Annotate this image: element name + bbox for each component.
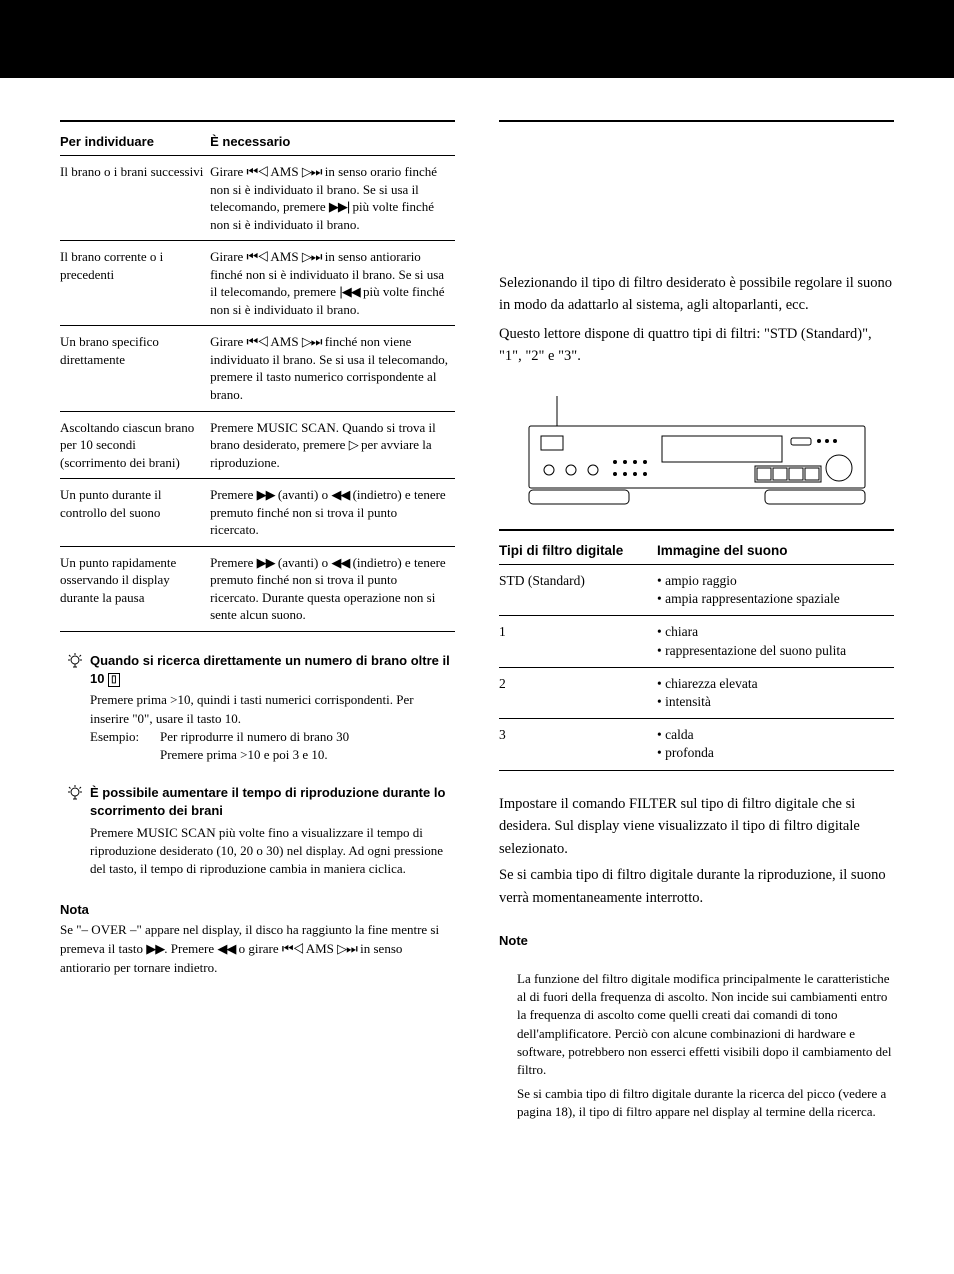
tip-title: È possibile aumentare il tempo di riprod… [90, 784, 455, 820]
filter-th-2: Immagine del suono [657, 537, 894, 565]
table-row: Un brano specifico direttamente Girare ⏮… [60, 326, 455, 411]
note-heading: Nota [60, 902, 455, 917]
table-row: Un punto durante il controllo del suono … [60, 479, 455, 547]
left-column: Per individuare È necessario Il brano o … [60, 120, 455, 1121]
note-body: Se "– OVER –" appare nel display, il dis… [60, 921, 455, 978]
table-row: 2 chiarezza elevataintensità [499, 667, 894, 718]
intro-paragraph: Selezionando il tipo di filtro desiderat… [499, 272, 894, 317]
tip-icon [66, 652, 84, 675]
header-black-bar [0, 0, 954, 78]
locate-table: Per individuare È necessario Il brano o … [60, 128, 455, 632]
locate-th-2: È necessario [210, 128, 455, 156]
tip-body: Premere MUSIC SCAN più volte fino a visu… [90, 824, 455, 879]
after-paragraph: Impostare il comando FILTER sul tipo di … [499, 793, 894, 860]
tip-body: Premere prima >10, quindi i tasti numeri… [90, 691, 455, 727]
locate-th-1: Per individuare [60, 128, 210, 156]
remote-icon: ▯ [108, 673, 120, 687]
after-paragraph: Se si cambia tipo di filtro digitale dur… [499, 864, 894, 909]
tip-icon [66, 784, 84, 807]
tip-block-1: Quando si ricerca direttamente un numero… [60, 652, 455, 764]
table-row: STD (Standard) ampio raggioampia rappres… [499, 564, 894, 615]
table-row: 1 chiararappresentazione del suono pulit… [499, 616, 894, 667]
notes-block: La funzione del filtro digitale modifica… [499, 970, 894, 1122]
table-row: Ascoltando ciascun brano per 10 secondi … [60, 411, 455, 479]
filter-th-1: Tipi di filtro digitale [499, 537, 657, 565]
table-row: Il brano o i brani successivi Girare ⏮◁ … [60, 156, 455, 241]
notes-heading: Note [499, 933, 894, 948]
tip-title: Quando si ricerca direttamente un numero… [90, 652, 455, 688]
table-row: Il brano corrente o i precedenti Girare … [60, 241, 455, 326]
table-row: Un punto rapidamente osservando il displ… [60, 546, 455, 631]
right-column: Selezionando il tipo di filtro desiderat… [499, 120, 894, 1121]
device-diagram [527, 396, 867, 511]
tip-block-2: È possibile aumentare il tempo di riprod… [60, 784, 455, 878]
table-row: 3 caldaprofonda [499, 719, 894, 770]
filter-table: Tipi di filtro digitale Immagine del suo… [499, 537, 894, 771]
intro-paragraph: Questo lettore dispone di quattro tipi d… [499, 323, 894, 368]
